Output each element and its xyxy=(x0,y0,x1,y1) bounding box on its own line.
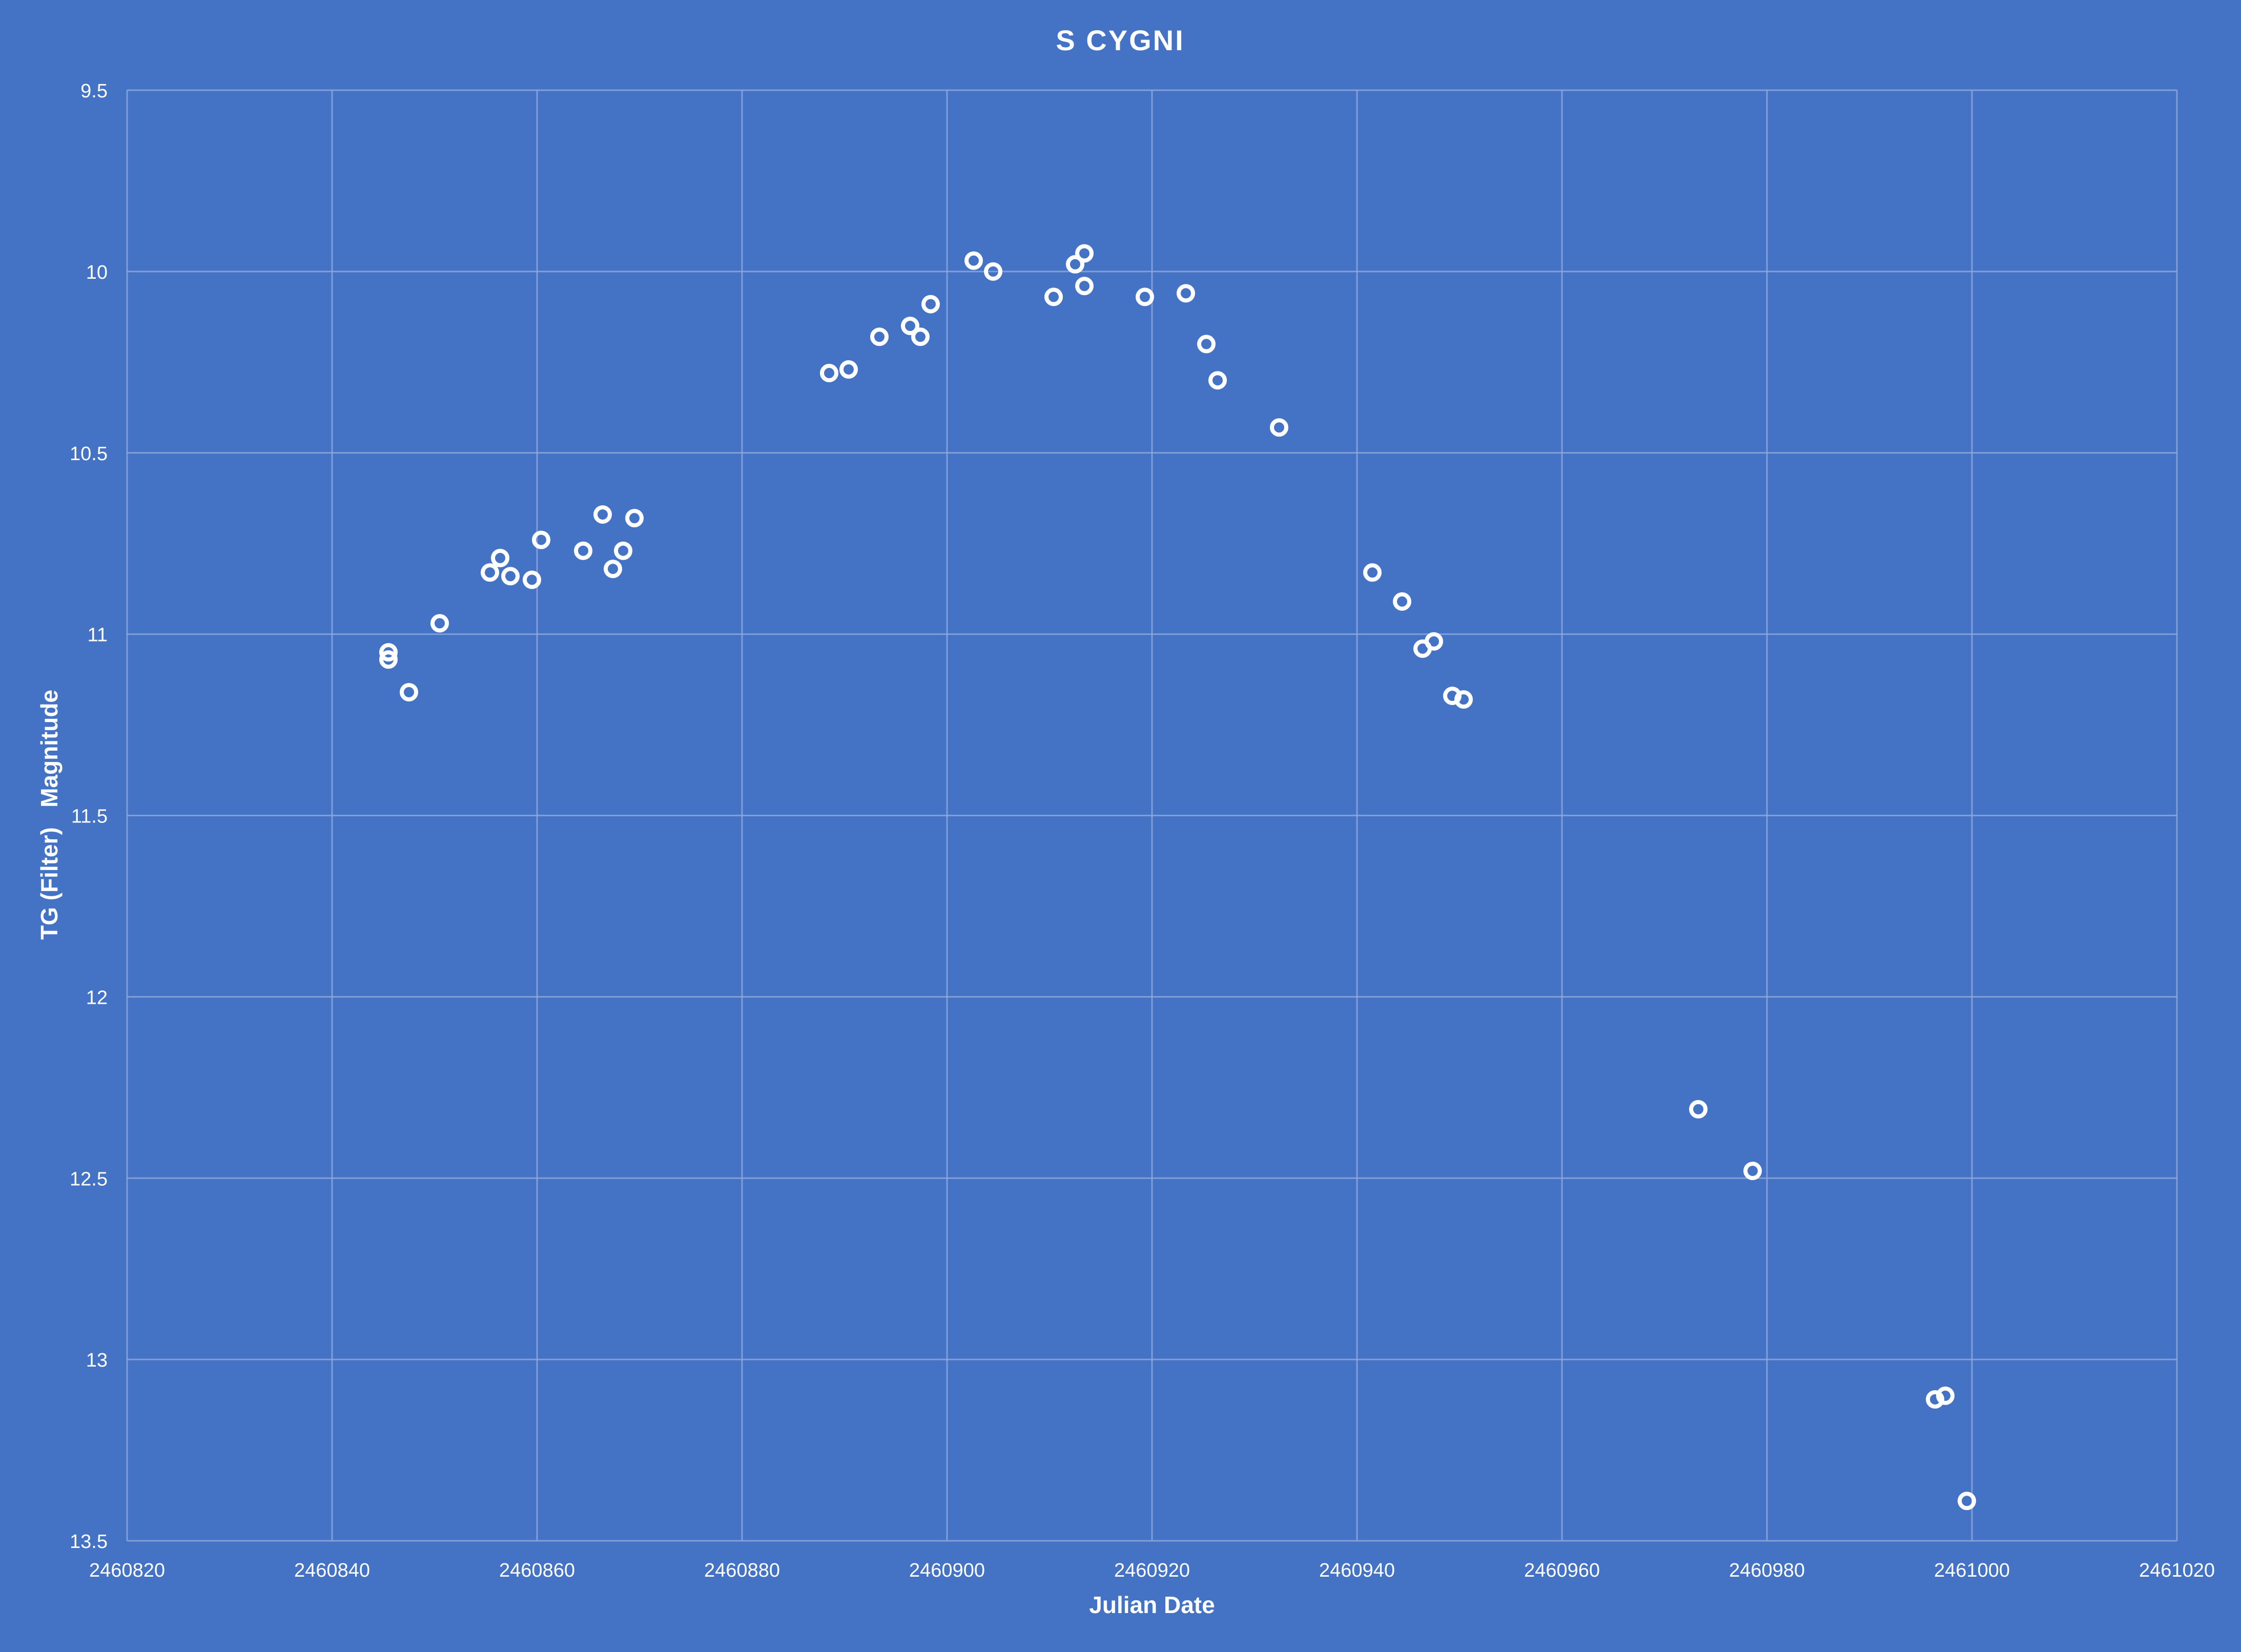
data-point xyxy=(1425,632,1443,651)
data-point xyxy=(379,643,398,662)
x-tick-labels: 2460820 2460840 2460860 2460880 2460900 24609… xyxy=(89,1560,2215,1581)
x-tick-label: 2460940 xyxy=(1319,1560,1395,1581)
data-point xyxy=(1926,1390,1944,1409)
data-point xyxy=(820,364,838,383)
data-point xyxy=(614,541,632,560)
y-axis-label: TG (Filter) Magnitude xyxy=(36,690,63,940)
data-point xyxy=(911,327,930,346)
x-axis-label: Julian Date xyxy=(1089,1592,1215,1618)
data-point xyxy=(964,251,983,270)
data-point xyxy=(1075,244,1094,263)
x-tick-label: 2460900 xyxy=(909,1560,985,1581)
data-point xyxy=(870,327,889,346)
data-point xyxy=(1136,287,1154,306)
data-point xyxy=(1743,1162,1762,1181)
data-point xyxy=(523,570,541,589)
data-point xyxy=(1177,284,1195,303)
data-point xyxy=(481,563,499,582)
data-point xyxy=(1197,335,1216,354)
data-point xyxy=(1936,1386,1955,1405)
y-tick-label: 13 xyxy=(86,1350,108,1371)
data-point xyxy=(1454,690,1473,709)
x-tick-label: 2460880 xyxy=(704,1560,780,1581)
data-point xyxy=(1393,592,1411,611)
chart-title: S CYGNI xyxy=(1056,24,1184,56)
gridlines xyxy=(126,89,2178,1542)
data-point xyxy=(430,614,449,633)
data-point xyxy=(1044,287,1063,306)
y-tick-label: 13.5 xyxy=(70,1531,108,1553)
x-tick-label: 2461020 xyxy=(2139,1560,2215,1581)
x-tick-label: 2460820 xyxy=(89,1560,165,1581)
data-point xyxy=(921,295,940,314)
data-point xyxy=(491,548,509,567)
data-point xyxy=(1958,1492,1976,1511)
data-point xyxy=(1689,1100,1708,1119)
data-point xyxy=(604,560,622,579)
data-point xyxy=(1363,563,1382,582)
data-point xyxy=(1075,277,1094,296)
y-tick-label: 11 xyxy=(88,625,108,646)
data-point xyxy=(532,530,550,549)
y-tick-label: 12.5 xyxy=(70,1168,108,1190)
data-point xyxy=(593,505,612,524)
y-tick-label: 12 xyxy=(86,987,108,1008)
x-tick-label: 2460960 xyxy=(1524,1560,1600,1581)
data-point xyxy=(1270,418,1288,437)
data-point xyxy=(625,509,644,528)
data-point xyxy=(1066,255,1084,274)
x-tick-label: 2461000 xyxy=(1934,1560,2010,1581)
data-point xyxy=(839,360,858,379)
data-point xyxy=(501,567,520,586)
data-points xyxy=(379,244,1976,1511)
x-tick-label: 2460860 xyxy=(499,1560,575,1581)
data-point xyxy=(984,262,1002,281)
y-tick-label: 9.5 xyxy=(80,80,108,102)
y-tick-labels: 9.5 10 10.5 11 11.5 12 12.5 13 13.5 xyxy=(70,80,108,1553)
data-point xyxy=(400,683,418,701)
y-tick-label: 10.5 xyxy=(70,443,108,465)
data-point xyxy=(1208,371,1227,390)
x-tick-label: 2460840 xyxy=(294,1560,370,1581)
data-point xyxy=(574,541,592,560)
x-tick-label: 2460920 xyxy=(1114,1560,1190,1581)
data-point xyxy=(379,650,398,669)
y-tick-label: 11.5 xyxy=(71,806,108,828)
data-point xyxy=(901,317,919,336)
x-tick-label: 2460980 xyxy=(1729,1560,1805,1581)
y-tick-label: 10 xyxy=(86,262,108,283)
